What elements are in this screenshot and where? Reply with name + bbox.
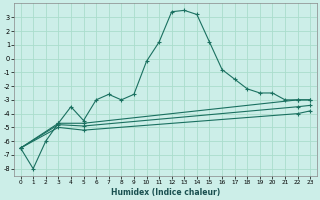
X-axis label: Humidex (Indice chaleur): Humidex (Indice chaleur) xyxy=(111,188,220,197)
